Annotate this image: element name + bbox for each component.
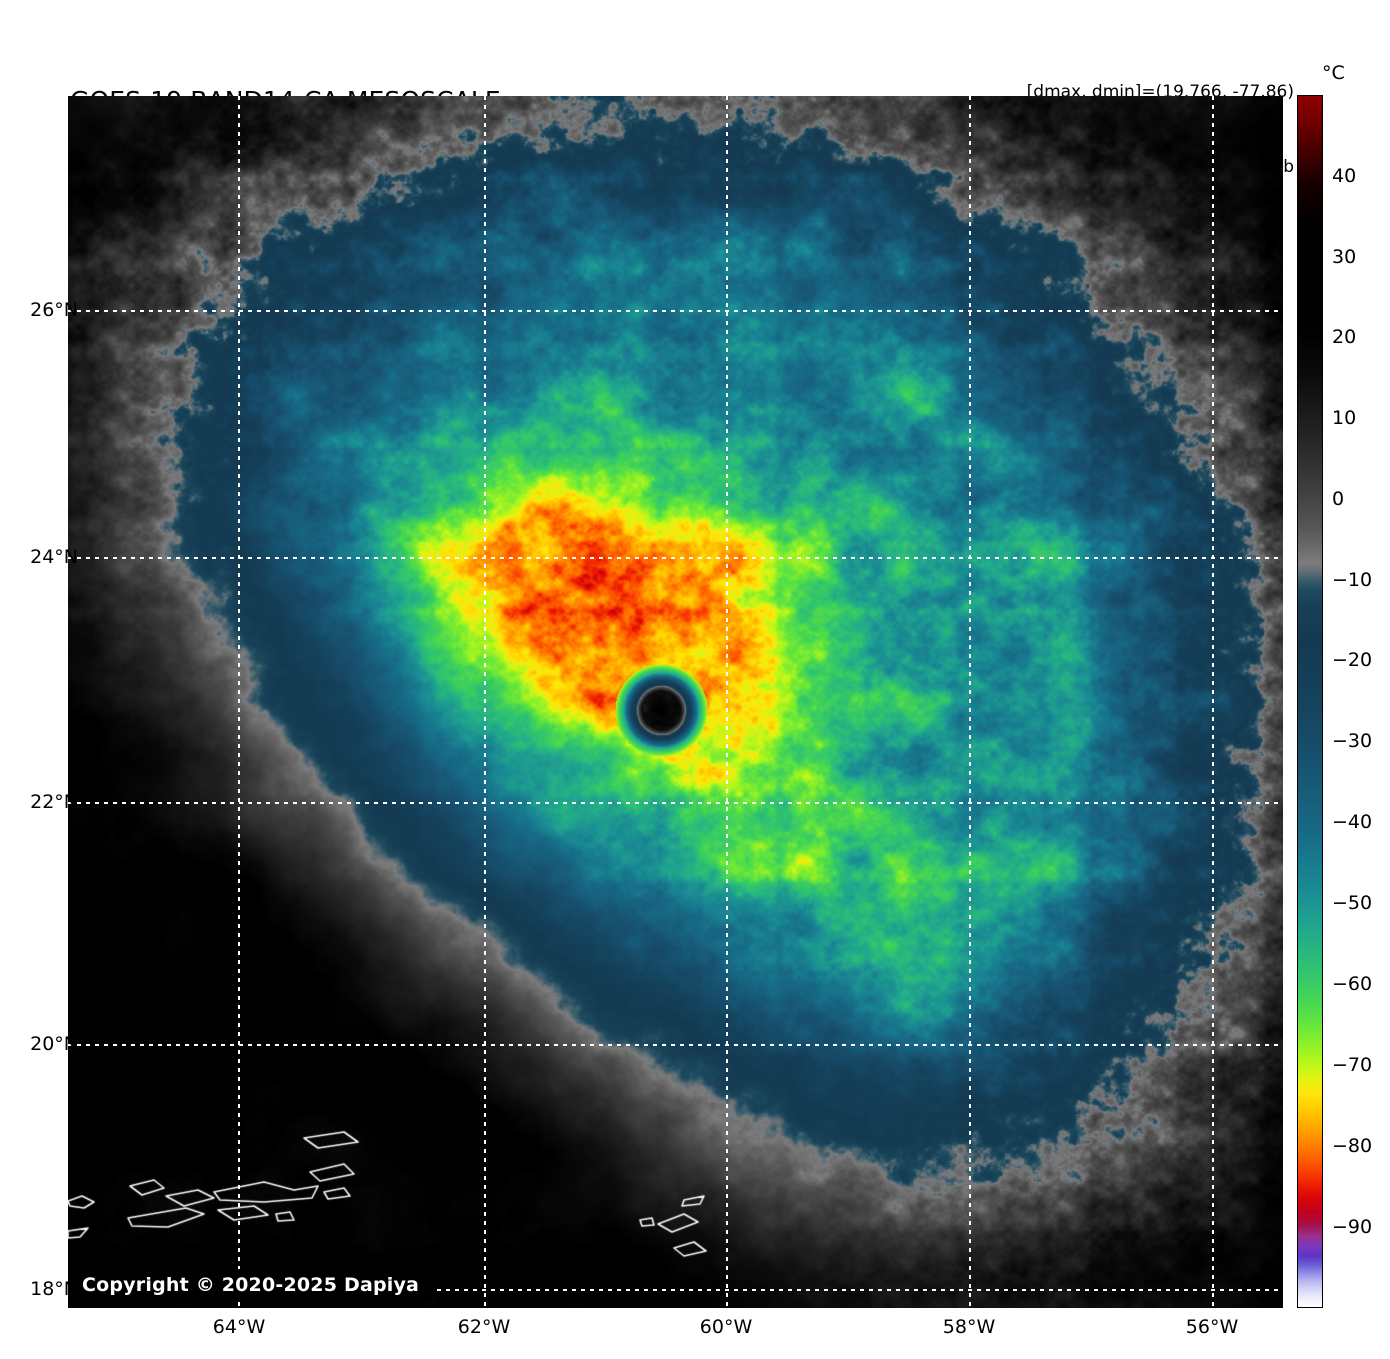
colorbar-tick-n70: −70: [1332, 1054, 1373, 1076]
colorbar-tick-n20: −20: [1332, 649, 1373, 671]
colorbar-tick-n80: −80: [1332, 1135, 1373, 1157]
colorbar-tick-n40: −40: [1332, 811, 1373, 833]
y-axis-tick-18n: 18°N: [30, 1278, 78, 1300]
colorbar-tick-40: 40: [1332, 165, 1357, 187]
infrared-satellite-heatmap: [68, 96, 1283, 1308]
x-axis-tick-64w: 64°W: [212, 1316, 266, 1338]
colorbar-tick-n60: −60: [1332, 973, 1373, 995]
colorbar-gradient: [1297, 95, 1323, 1308]
colorbar-tick-10: 10: [1332, 407, 1357, 429]
colorbar-unit-label: °C: [1322, 62, 1345, 84]
y-axis-tick-20n: 20°N: [30, 1033, 78, 1055]
x-axis-tick-62w: 62°W: [457, 1316, 511, 1338]
temperature-colorbar: [1297, 95, 1323, 1308]
copyright-watermark: Copyright © 2020-2025 Dapiya: [68, 1269, 434, 1302]
x-axis-tick-60w: 60°W: [699, 1316, 753, 1338]
y-axis-tick-24n: 24°N: [30, 546, 78, 568]
colorbar-tick-30: 30: [1332, 246, 1357, 268]
colorbar-tick-n50: −50: [1332, 892, 1373, 914]
colorbar-tick-n30: −30: [1332, 730, 1373, 752]
x-axis-tick-58w: 58°W: [942, 1316, 996, 1338]
y-axis-tick-26n: 26°N: [30, 299, 78, 321]
x-axis-tick-56w: 56°W: [1185, 1316, 1239, 1338]
colorbar-tick-0: 0: [1332, 488, 1345, 510]
satellite-image-plot: Copyright © 2020-2025 Dapiya: [68, 96, 1283, 1308]
colorbar-tick-20: 20: [1332, 326, 1357, 348]
colorbar-tick-n10: −10: [1332, 569, 1373, 591]
colorbar-tick-n90: −90: [1332, 1216, 1373, 1238]
y-axis-tick-22n: 22°N: [30, 791, 78, 813]
